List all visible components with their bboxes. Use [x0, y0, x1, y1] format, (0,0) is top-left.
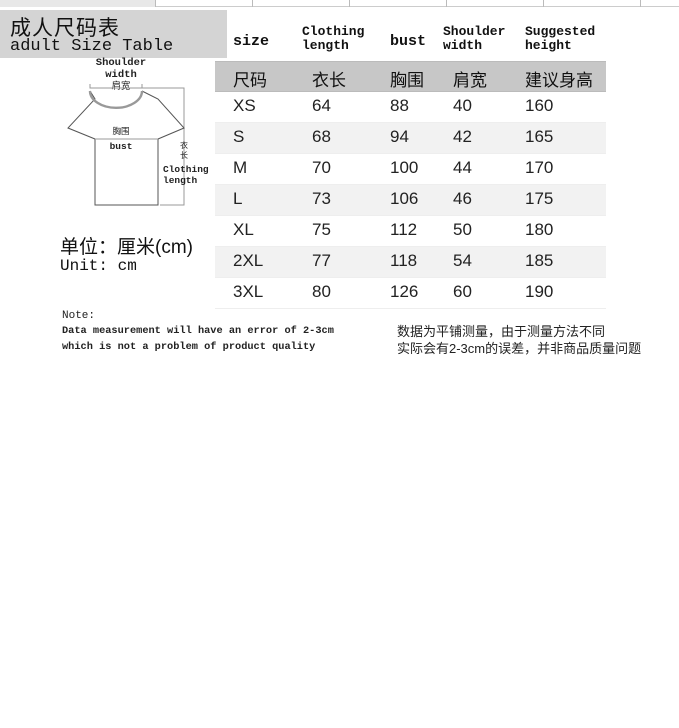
- svg-text:Shoulder: Shoulder: [96, 57, 146, 69]
- svg-text:胸围: 胸围: [112, 126, 129, 136]
- svg-text:Clothing: Clothing: [163, 164, 209, 175]
- svg-text:width: width: [105, 69, 137, 81]
- svg-text:肩宽: 肩宽: [111, 80, 131, 92]
- svg-text:衣: 衣: [180, 140, 188, 150]
- svg-text:bust: bust: [110, 141, 133, 152]
- svg-text:length: length: [163, 175, 198, 186]
- svg-text:长: 长: [180, 150, 188, 160]
